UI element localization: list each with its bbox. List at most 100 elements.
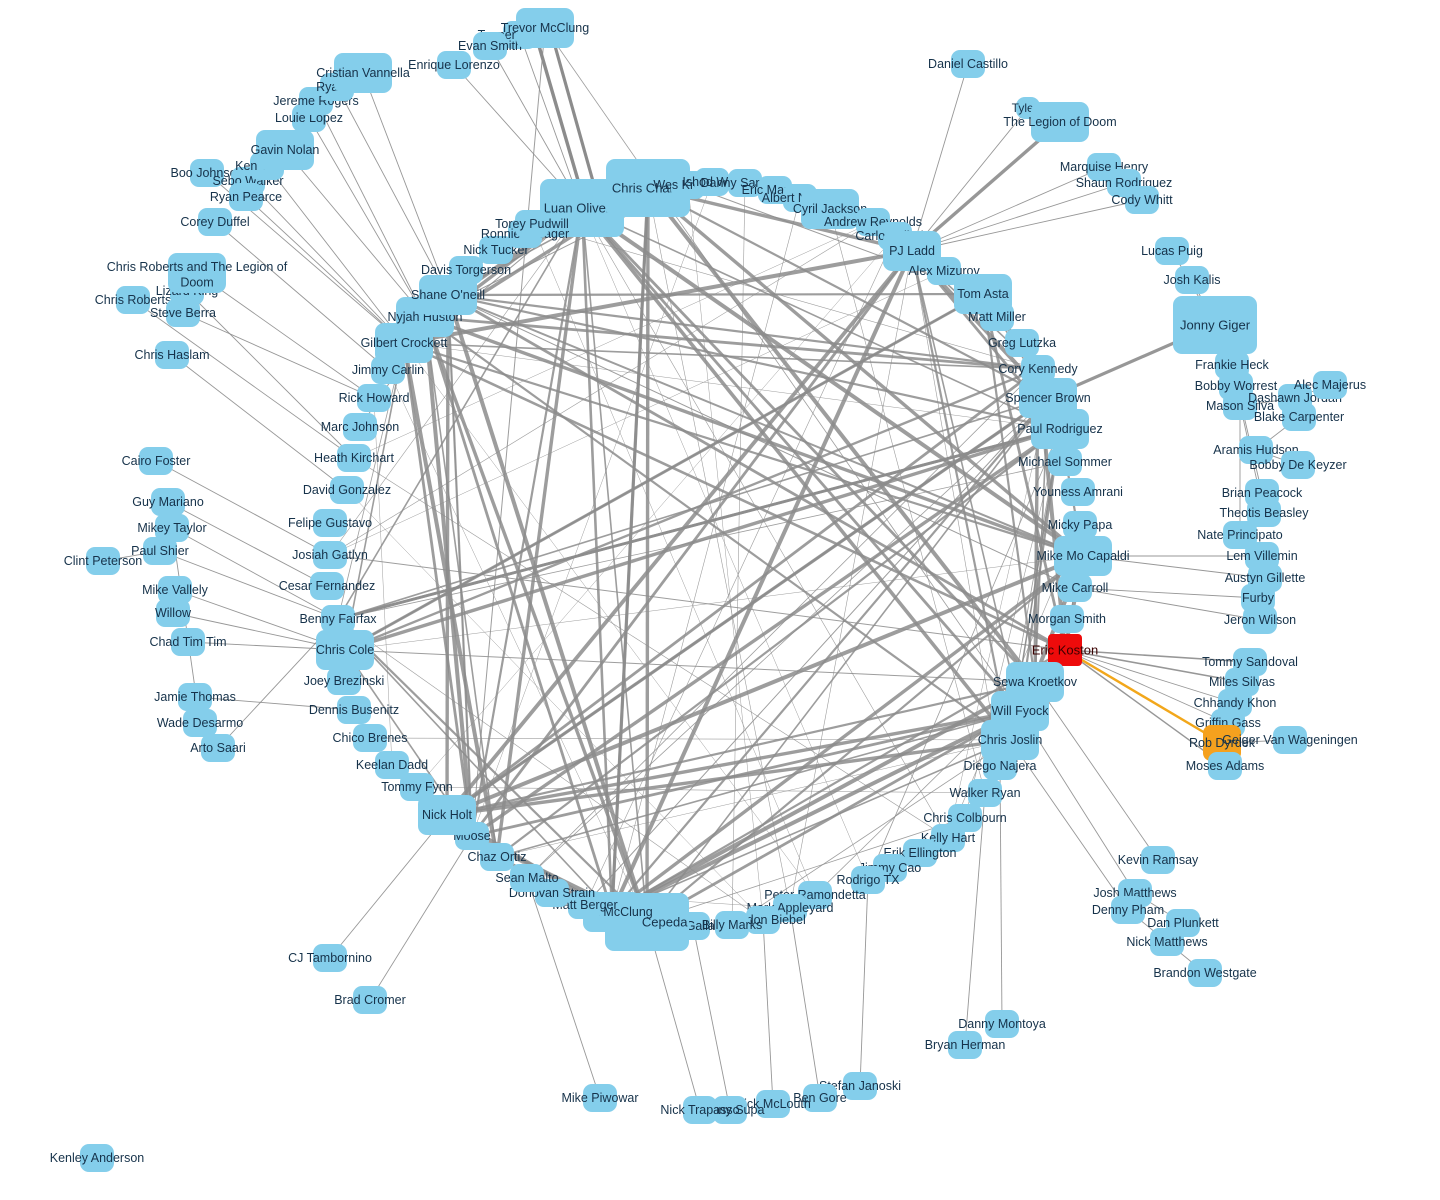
svg-text:Nick Matthews: Nick Matthews	[1126, 935, 1207, 949]
svg-text:Torey Pudwill: Torey Pudwill	[495, 217, 569, 231]
svg-text:Mike Mo Capaldi: Mike Mo Capaldi	[1036, 549, 1129, 563]
svg-text:Chad Tim Tim: Chad Tim Tim	[149, 635, 226, 649]
svg-text:Matt Miller: Matt Miller	[968, 310, 1026, 324]
svg-text:Jeron Wilson: Jeron Wilson	[1224, 613, 1296, 627]
svg-text:Corey Duffel: Corey Duffel	[180, 215, 249, 229]
svg-text:Chris Haslam: Chris Haslam	[134, 348, 209, 362]
svg-text:Chris Joslin: Chris Joslin	[978, 733, 1043, 747]
svg-text:Joey Brezinski: Joey Brezinski	[304, 674, 385, 688]
svg-text:Walker Ryan: Walker Ryan	[949, 786, 1020, 800]
svg-text:Trevor McClung: Trevor McClung	[501, 21, 589, 35]
svg-text:Tommy Fynn: Tommy Fynn	[381, 780, 453, 794]
svg-text:Michael Sommer: Michael Sommer	[1018, 455, 1112, 469]
svg-text:Steve Berra: Steve Berra	[150, 306, 216, 320]
svg-text:Tommy Sandoval: Tommy Sandoval	[1202, 655, 1298, 669]
svg-text:Greg Lutzka: Greg Lutzka	[988, 336, 1056, 350]
svg-text:Lucas Puig: Lucas Puig	[1141, 244, 1203, 258]
svg-text:Mike Carroll: Mike Carroll	[1042, 581, 1109, 595]
svg-text:Josh Kalis: Josh Kalis	[1164, 273, 1221, 287]
svg-text:Geiger Van Wageningen: Geiger Van Wageningen	[1222, 733, 1358, 747]
svg-text:Moses Adams: Moses Adams	[1186, 759, 1265, 773]
svg-text:Diego Najera: Diego Najera	[964, 759, 1037, 773]
svg-text:Cyril Jackson: Cyril Jackson	[793, 202, 867, 216]
svg-text:Shaun Rodriquez: Shaun Rodriquez	[1076, 176, 1173, 190]
svg-text:Shane O'neill: Shane O'neill	[411, 288, 485, 302]
svg-text:Brad Cromer: Brad Cromer	[334, 993, 406, 1007]
svg-text:CJ Tambornino: CJ Tambornino	[288, 951, 372, 965]
svg-text:Chico Brenes: Chico Brenes	[332, 731, 407, 745]
svg-text:Cesar Fernandez: Cesar Fernandez	[279, 579, 376, 593]
svg-text:Evan Smith: Evan Smith	[458, 39, 522, 53]
svg-text:Paul Rodriguez: Paul Rodriguez	[1017, 422, 1102, 436]
svg-text:Rodrigo TX: Rodrigo TX	[837, 873, 901, 887]
svg-text:Daniel Castillo: Daniel Castillo	[928, 57, 1008, 71]
svg-text:Ryan Pearce: Ryan Pearce	[210, 190, 282, 204]
svg-text:Eric Koston: Eric Koston	[1032, 642, 1098, 657]
svg-text:Gilbert Crockett: Gilbert Crockett	[361, 336, 448, 350]
svg-text:David Gonzalez: David Gonzalez	[303, 483, 391, 497]
svg-text:Cory Kennedy: Cory Kennedy	[998, 362, 1078, 376]
svg-text:Mike Vallely: Mike Vallely	[142, 583, 209, 597]
svg-text:Guy Mariano: Guy Mariano	[132, 495, 204, 509]
svg-text:Cristian Vannella: Cristian Vannella	[316, 66, 410, 80]
svg-text:Chris Colbourn: Chris Colbourn	[923, 811, 1006, 825]
svg-text:Willow: Willow	[155, 606, 192, 620]
svg-text:Chhandy Khon: Chhandy Khon	[1194, 696, 1277, 710]
svg-text:Heath Kirchart: Heath Kirchart	[314, 451, 394, 465]
svg-text:Gavin Nolan: Gavin Nolan	[251, 143, 320, 157]
svg-text:Spencer Brown: Spencer Brown	[1005, 391, 1091, 405]
svg-text:Youness Amrani: Youness Amrani	[1033, 485, 1123, 499]
svg-text:Jimmy Carlin: Jimmy Carlin	[352, 363, 424, 377]
svg-text:Davis Torgerson: Davis Torgerson	[421, 263, 511, 277]
svg-text:Chaz Ortiz: Chaz Ortiz	[467, 850, 526, 864]
svg-text:The Legion of Doom: The Legion of Doom	[1003, 115, 1116, 129]
svg-text:Furby: Furby	[1242, 591, 1275, 605]
svg-text:Tom Asta: Tom Asta	[957, 287, 1008, 301]
svg-text:Sewa Kroetkov: Sewa Kroetkov	[993, 675, 1078, 689]
svg-text:Jamie Thomas: Jamie Thomas	[154, 690, 236, 704]
svg-text:Keelan Dadd: Keelan Dadd	[356, 758, 428, 772]
svg-text:Cairo Foster: Cairo Foster	[122, 454, 191, 468]
svg-text:Nate Principato: Nate Principato	[1197, 528, 1283, 542]
svg-text:Mikey Taylor: Mikey Taylor	[137, 521, 206, 535]
svg-text:Micky Papa: Micky Papa	[1048, 518, 1113, 532]
svg-text:Jonny Giger: Jonny Giger	[1180, 317, 1251, 332]
svg-text:Denny Pham: Denny Pham	[1092, 903, 1164, 917]
svg-text:Morgan Smith: Morgan Smith	[1028, 612, 1106, 626]
svg-text:Chris Roberts and The Legion o: Chris Roberts and The Legion of	[107, 260, 288, 274]
svg-text:Dennis Busenitz: Dennis Busenitz	[309, 703, 399, 717]
svg-text:Benny Fairfax: Benny Fairfax	[299, 612, 377, 626]
svg-text:Lem Villemin: Lem Villemin	[1226, 549, 1297, 563]
svg-text:Theotis Beasley: Theotis Beasley	[1220, 506, 1310, 520]
svg-text:Sean Malto: Sean Malto	[495, 871, 558, 885]
svg-text:Bryan Herman: Bryan Herman	[925, 1038, 1006, 1052]
svg-text:Austyn Gillette: Austyn Gillette	[1225, 571, 1306, 585]
svg-text:Nick Trapasso: Nick Trapasso	[660, 1103, 739, 1117]
svg-text:Brandon Westgate: Brandon Westgate	[1153, 966, 1256, 980]
svg-text:Kenley Anderson: Kenley Anderson	[50, 1151, 145, 1165]
svg-text:Felipe Gustavo: Felipe Gustavo	[288, 516, 372, 530]
svg-text:Wade Desarmo: Wade Desarmo	[157, 716, 243, 730]
svg-text:Danny Montoya: Danny Montoya	[958, 1017, 1046, 1031]
svg-text:Nick Holt: Nick Holt	[422, 808, 473, 822]
svg-text:Enrique Lorenzo: Enrique Lorenzo	[408, 58, 500, 72]
svg-text:Alec Majerus: Alec Majerus	[1294, 378, 1366, 392]
svg-text:Kevin Ramsay: Kevin Ramsay	[1118, 853, 1199, 867]
svg-text:Mike Piwowar: Mike Piwowar	[561, 1091, 638, 1105]
svg-text:Bobby De Keyzer: Bobby De Keyzer	[1249, 458, 1346, 472]
svg-text:Paul Shier: Paul Shier	[131, 544, 189, 558]
svg-text:Cody Whitt: Cody Whitt	[1111, 193, 1173, 207]
svg-text:Miles Silvas: Miles Silvas	[1209, 675, 1275, 689]
svg-text:PJ Ladd: PJ Ladd	[889, 244, 935, 258]
svg-text:Billy Marks: Billy Marks	[702, 918, 762, 932]
svg-text:Josiah Gatlyn: Josiah Gatlyn	[292, 548, 368, 562]
svg-text:Blake Carpenter: Blake Carpenter	[1254, 410, 1344, 424]
svg-text:Will Fyock: Will Fyock	[992, 704, 1050, 718]
svg-text:Chris Cole: Chris Cole	[316, 643, 374, 657]
svg-text:Brian Peacock: Brian Peacock	[1222, 486, 1303, 500]
svg-text:Rick Howard: Rick Howard	[339, 391, 410, 405]
svg-text:Doom: Doom	[180, 276, 213, 290]
svg-text:Arto Saari: Arto Saari	[190, 741, 246, 755]
svg-text:Frankie Heck: Frankie Heck	[1195, 358, 1269, 372]
svg-text:Marc Johnson: Marc Johnson	[321, 420, 400, 434]
